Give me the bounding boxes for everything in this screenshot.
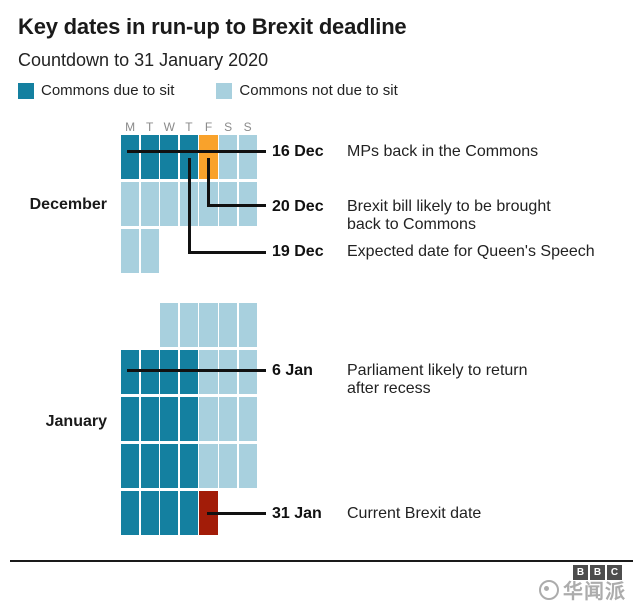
calendar-cell	[140, 444, 159, 488]
calendar-cell	[179, 350, 198, 394]
annotation-connector	[188, 251, 266, 254]
calendar-cell	[219, 397, 238, 441]
calendar-cell	[179, 303, 198, 347]
bbc-logo-block: B	[590, 565, 605, 580]
calendar-cell	[160, 135, 179, 179]
legend-item-sit: Commons due to sit	[18, 82, 174, 99]
calendar-cell	[121, 229, 140, 273]
annotation-text-line: Parliament likely to return	[347, 362, 528, 379]
bbc-logo-block: B	[573, 565, 588, 580]
annotation-connector	[127, 369, 266, 372]
month-label-january: January	[45, 413, 107, 430]
annotation-text-line: Brexit bill likely to be brought	[347, 198, 551, 215]
day-header: S	[243, 120, 252, 134]
calendar-cell	[179, 491, 198, 535]
calendar-cell	[121, 491, 140, 535]
calendar-cell	[121, 350, 140, 394]
calendar-cell	[140, 397, 159, 441]
day-header: M	[125, 120, 136, 134]
calendar-cell	[199, 444, 218, 488]
page-title: Key dates in run-up to Brexit deadline	[18, 14, 407, 39]
annotation-text: Expected date for Queen's Speech	[347, 243, 595, 261]
annotation-connector	[127, 150, 266, 153]
day-header: T	[185, 120, 193, 134]
day-header: T	[146, 120, 154, 134]
annotation-text-line: back to Commons	[347, 216, 476, 233]
watermark-text: 华闻派	[563, 581, 626, 603]
calendar-cell	[160, 182, 179, 226]
calendar-cell	[199, 303, 218, 347]
annotation-text: Brexit bill likely to be brought back to …	[347, 198, 551, 234]
calendar-cell	[121, 182, 140, 226]
annotation-date: 31 Jan	[272, 505, 322, 522]
calendar-cell	[238, 444, 257, 488]
bbc-logo-block: C	[607, 565, 622, 580]
calendar-cell	[179, 444, 198, 488]
calendar-cell	[140, 491, 159, 535]
legend-swatch-recess-icon	[216, 82, 233, 99]
annotation-date: 16 Dec	[272, 143, 324, 160]
calendar-cell	[219, 444, 238, 488]
calendar-cell	[140, 182, 159, 226]
watermark: 华闻派	[539, 575, 626, 604]
annotation-connector	[207, 512, 266, 515]
annotation-connector	[207, 158, 210, 207]
calendar-cell	[238, 350, 257, 394]
calendar-cell	[179, 135, 198, 179]
calendar-cell	[199, 397, 218, 441]
subtitle: Countdown to 31 January 2020	[18, 50, 269, 70]
calendar-cell	[238, 303, 257, 347]
legend: Commons due to sit Commons not due to si…	[18, 82, 398, 99]
watermark-icon	[539, 579, 559, 600]
day-header: W	[163, 120, 175, 134]
annotation-date: 20 Dec	[272, 198, 324, 215]
annotation-text: Parliament likely to return after recess	[347, 362, 528, 398]
day-header: S	[224, 120, 233, 134]
calendar-cell	[219, 350, 238, 394]
annotation-text: Current Brexit date	[347, 505, 481, 523]
day-header: F	[204, 120, 213, 134]
annotation-connector	[207, 204, 266, 207]
legend-label-recess: Commons not due to sit	[239, 82, 398, 99]
calendar-cell	[238, 397, 257, 441]
calendar-cell	[140, 229, 159, 273]
calendar-cell	[160, 303, 179, 347]
annotation-text-line: Expected date for Queen's Speech	[347, 243, 595, 260]
annotation-text-line: after recess	[347, 380, 431, 397]
calendar-cell	[199, 350, 218, 394]
legend-item-recess: Commons not due to sit	[216, 82, 398, 99]
calendar-cell	[140, 350, 159, 394]
annotation-date: 6 Jan	[272, 362, 313, 379]
calendar-cell	[121, 444, 140, 488]
calendar-cell	[199, 135, 218, 179]
calendar-cell	[160, 444, 179, 488]
calendar-cell	[140, 135, 159, 179]
calendar-cell	[179, 397, 198, 441]
annotation-text-line: MPs back in the Commons	[347, 143, 539, 160]
calendar-cell	[238, 135, 257, 179]
footer-divider	[10, 560, 633, 562]
calendar-cell	[160, 491, 179, 535]
calendar-cell	[160, 397, 179, 441]
calendar-cell	[121, 135, 140, 179]
legend-label-sit: Commons due to sit	[41, 82, 175, 99]
calendar-cell	[219, 303, 238, 347]
month-label-december: December	[29, 196, 107, 213]
calendar-cell	[121, 397, 140, 441]
legend-swatch-sit-icon	[18, 82, 34, 99]
annotation-date: 19 Dec	[272, 243, 324, 260]
annotation-connector	[188, 158, 191, 254]
calendar-cell	[219, 135, 238, 179]
calendar-cell	[160, 350, 179, 394]
annotation-text-line: Current Brexit date	[347, 505, 482, 522]
annotation-text: MPs back in the Commons	[347, 143, 538, 161]
